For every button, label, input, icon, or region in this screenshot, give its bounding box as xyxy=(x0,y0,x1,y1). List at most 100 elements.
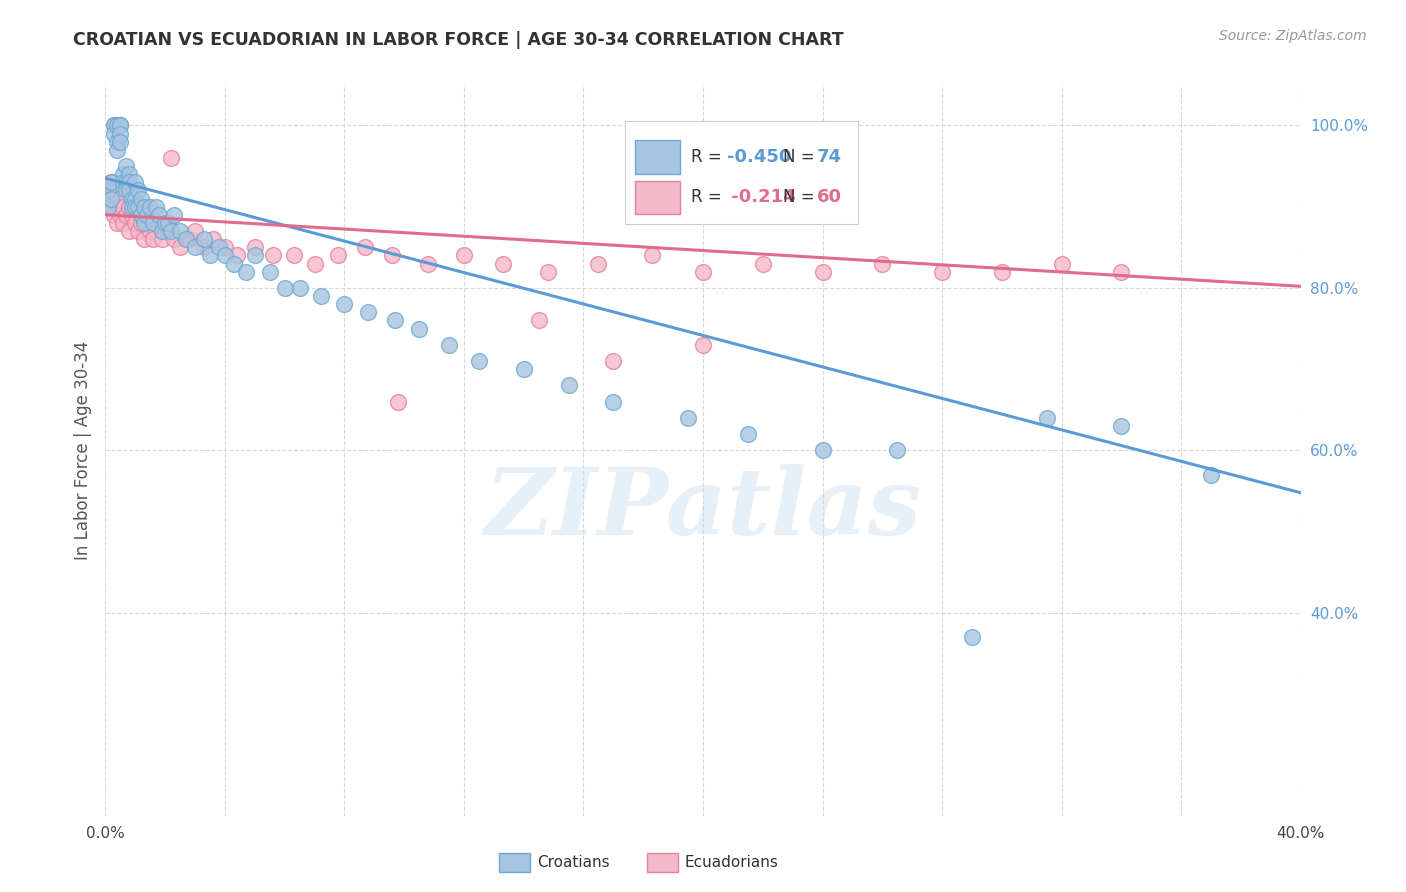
Point xyxy=(115,208,138,222)
Point xyxy=(112,216,135,230)
Point xyxy=(107,192,129,206)
Point xyxy=(468,354,491,368)
Text: Source: ZipAtlas.com: Source: ZipAtlas.com xyxy=(1219,29,1367,43)
Text: N =: N = xyxy=(783,188,820,206)
Point xyxy=(492,256,515,270)
Point xyxy=(990,265,1012,279)
FancyBboxPatch shape xyxy=(626,121,858,224)
Point xyxy=(273,281,295,295)
Point xyxy=(112,175,135,189)
Point xyxy=(112,167,135,181)
Point xyxy=(418,256,440,270)
Text: Ecuadorians: Ecuadorians xyxy=(685,855,779,870)
Point xyxy=(139,200,162,214)
Point xyxy=(110,135,132,149)
Point xyxy=(641,248,664,262)
Point xyxy=(155,216,177,230)
Point xyxy=(588,256,610,270)
Point xyxy=(103,208,125,222)
Point xyxy=(110,208,132,222)
Text: Croatians: Croatians xyxy=(537,855,610,870)
Point xyxy=(145,216,167,230)
Point xyxy=(886,443,908,458)
Point xyxy=(157,224,180,238)
Text: 74: 74 xyxy=(817,148,842,166)
Point xyxy=(202,232,225,246)
Text: -0.214: -0.214 xyxy=(724,188,796,206)
Point xyxy=(453,248,475,262)
Point xyxy=(97,183,120,197)
Point xyxy=(100,175,122,189)
Point xyxy=(354,240,377,254)
Point xyxy=(103,127,125,141)
Point xyxy=(115,175,138,189)
Point xyxy=(107,143,129,157)
Point xyxy=(259,265,281,279)
Point xyxy=(384,313,406,327)
Point xyxy=(811,265,834,279)
Point xyxy=(110,119,132,133)
Point xyxy=(262,248,284,262)
Point xyxy=(129,208,153,222)
Point xyxy=(243,240,266,254)
Point xyxy=(110,127,132,141)
Point xyxy=(1199,467,1222,482)
Point xyxy=(283,248,305,262)
Point xyxy=(387,394,409,409)
Point xyxy=(121,208,143,222)
Point xyxy=(97,192,120,206)
Text: R =: R = xyxy=(692,148,727,166)
Point xyxy=(222,256,245,270)
Point xyxy=(129,216,153,230)
Point xyxy=(150,224,173,238)
Point xyxy=(97,183,120,197)
Point xyxy=(124,200,146,214)
Point xyxy=(381,248,404,262)
Point xyxy=(100,175,122,189)
Point xyxy=(148,208,170,222)
Point xyxy=(408,321,430,335)
Point xyxy=(328,248,350,262)
Point xyxy=(527,313,550,327)
Point xyxy=(1050,256,1073,270)
Point xyxy=(557,378,579,392)
Point xyxy=(208,240,231,254)
Point xyxy=(103,119,125,133)
Point xyxy=(121,200,143,214)
Point xyxy=(136,216,159,230)
Point xyxy=(169,240,191,254)
Point xyxy=(960,631,983,645)
Point xyxy=(121,192,143,206)
Point xyxy=(676,411,699,425)
Point xyxy=(142,232,165,246)
Point xyxy=(127,183,149,197)
Point xyxy=(118,183,141,197)
Point xyxy=(163,208,186,222)
Point xyxy=(513,362,536,376)
Point xyxy=(124,175,146,189)
Point xyxy=(134,216,156,230)
Point xyxy=(214,240,236,254)
Point xyxy=(169,224,191,238)
FancyBboxPatch shape xyxy=(636,140,681,174)
Point xyxy=(214,248,236,262)
Point xyxy=(118,224,141,238)
Point xyxy=(1111,265,1133,279)
Point xyxy=(112,200,135,214)
Point xyxy=(751,256,773,270)
Point xyxy=(97,200,120,214)
Text: CROATIAN VS ECUADORIAN IN LABOR FORCE | AGE 30-34 CORRELATION CHART: CROATIAN VS ECUADORIAN IN LABOR FORCE | … xyxy=(73,31,844,49)
Point xyxy=(142,216,165,230)
Point xyxy=(225,248,249,262)
Point xyxy=(602,354,624,368)
Point xyxy=(118,200,141,214)
Point xyxy=(160,224,183,238)
Text: -0.450: -0.450 xyxy=(727,148,792,166)
Point xyxy=(103,119,125,133)
Point xyxy=(193,232,215,246)
Point xyxy=(107,119,129,133)
Point xyxy=(127,224,149,238)
Text: 60: 60 xyxy=(817,188,842,206)
Point xyxy=(103,183,125,197)
Point xyxy=(124,216,146,230)
